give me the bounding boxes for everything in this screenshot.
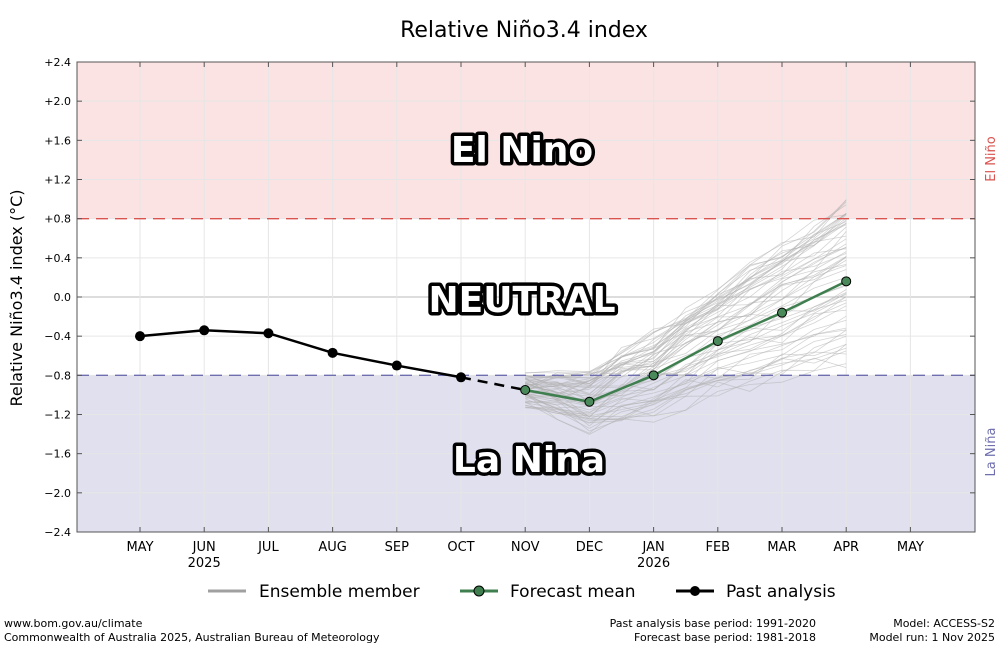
footer-url: www.bom.gov.au/climate: [4, 617, 143, 630]
x-tick-label: MAR: [767, 540, 796, 555]
x-tick-label: MAY: [126, 540, 153, 555]
y-tick-label: +2.0: [44, 95, 71, 108]
past-analysis-point: [391, 360, 402, 371]
ensemble-member-line: [525, 269, 847, 407]
ensemble-member-line: [525, 259, 847, 400]
ensemble-member-line: [525, 344, 847, 424]
x-tick-label: MAY: [897, 540, 924, 555]
ensemble-member-line: [525, 315, 847, 420]
ensemble-member-line: [525, 350, 847, 421]
forecast-mean-point: [520, 385, 531, 396]
y-tick-label: +1.6: [44, 134, 71, 147]
ensemble-member-line: [525, 224, 847, 389]
legend-past-marker: [690, 586, 700, 596]
ensemble-member-line: [525, 329, 847, 427]
footer-model: Model: ACCESS-S2: [893, 617, 995, 630]
ensemble-member-line: [525, 292, 847, 419]
region-label-neutral: NEUTRAL: [428, 280, 615, 321]
x-tick-label: FEB: [705, 540, 730, 555]
footer-right: Model: ACCESS-S2 Model run: 1 Nov 2025: [869, 617, 995, 645]
ensemble-member-line: [525, 200, 847, 387]
grid-lines: [77, 61, 975, 533]
x-year-label: 2025: [188, 556, 221, 571]
x-tick-label: SEP: [385, 540, 409, 555]
x-tick-label: DEC: [576, 540, 603, 555]
ensemble-member-line: [525, 201, 847, 379]
ensemble-member-line: [525, 309, 847, 409]
past-analysis-line: [139, 329, 462, 379]
ensemble-member-line: [525, 305, 847, 417]
ensemble-member-line: [525, 214, 847, 389]
ensemble-member-line: [525, 276, 847, 407]
x-tick-label: JUL: [257, 540, 279, 555]
past-analysis-point: [327, 347, 338, 358]
y-tick-label: +1.2: [44, 174, 71, 187]
x-axis-ticks: MAY JUN JUL AUG SEP OCT NOV DEC JAN FEB MAR APR MAY 2…: [126, 62, 924, 571]
legend-ensemble-label: Ensemble member: [259, 582, 420, 602]
footer-forecast-base: Forecast base period: 1981-2018: [634, 631, 816, 644]
ensemble-member-line: [525, 292, 847, 402]
y-tick-label: +0.8: [44, 213, 71, 226]
x-tick-label: NOV: [511, 540, 540, 555]
legend: Ensemble member Forecast mean Past analy…: [208, 582, 836, 602]
ensemble-member-line: [525, 347, 847, 417]
y-tick-label: +0.4: [44, 252, 71, 265]
x-tick-label: JAN: [641, 540, 664, 555]
x-year-label: 2026: [637, 556, 670, 571]
y-axis-label: Relative Niño3.4 index (°C): [7, 190, 26, 407]
ensemble-member-line: [525, 335, 847, 432]
ensemble-member-line: [525, 285, 847, 397]
forecast-mean-point: [777, 307, 787, 318]
x-tick-label: APR: [833, 540, 859, 555]
forecast-mean-point: [648, 370, 659, 381]
region-label-la-nina: La Nina: [453, 440, 605, 481]
x-tick-label: OCT: [447, 540, 474, 555]
past-analysis-series: [135, 325, 526, 392]
side-label-la-nina: La Niña: [984, 428, 999, 477]
y-tick-label: −2.0: [44, 487, 71, 500]
past-analysis-point: [263, 328, 274, 339]
side-label-el-nino: El Niño: [984, 136, 999, 182]
ensemble-member-line: [525, 247, 847, 386]
legend-past-label: Past analysis: [726, 582, 836, 602]
legend-forecast-marker: [473, 585, 485, 597]
footer-left: www.bom.gov.au/climate Commonwealth of A…: [4, 617, 379, 645]
past-analysis-point: [456, 372, 466, 383]
footer-past-base: Past analysis base period: 1991-2020: [609, 617, 816, 630]
forecast-mean-series: [520, 276, 852, 407]
footer-copyright: Commonwealth of Australia 2025, Australi…: [4, 631, 380, 644]
x-tick-label: AUG: [318, 540, 346, 555]
footer-model-run: Model run: 1 Nov 2025: [869, 631, 995, 644]
y-tick-label: −1.2: [44, 409, 71, 422]
forecast-mean-line: [524, 280, 847, 404]
y-tick-label: −2.4: [44, 526, 71, 539]
y-axis-ticks: +2.4 +2.0 +1.6 +1.2 +0.8 +0.4 0.0 −0.4 −0.8 −1.2 −…: [44, 56, 975, 539]
region-label-el-nino: El Nino: [451, 130, 593, 171]
forecast-mean-point: [841, 276, 852, 287]
legend-forecast-label: Forecast mean: [510, 582, 636, 602]
chart-title: Relative Niño3.4 index: [400, 18, 648, 43]
y-tick-label: −1.6: [44, 448, 71, 461]
footer-middle: Past analysis base period: 1991-2020 For…: [610, 617, 816, 645]
y-tick-label: 0.0: [54, 291, 72, 304]
past-analysis-point: [135, 331, 145, 342]
forecast-mean-point: [584, 396, 595, 407]
x-tick-label: JUN: [192, 540, 216, 555]
y-tick-label: −0.4: [44, 330, 71, 343]
y-tick-label: −0.8: [44, 369, 71, 382]
forecast-mean-point: [712, 336, 723, 347]
past-analysis-point: [199, 325, 210, 336]
ensemble-member-line: [525, 204, 847, 385]
transition-dashed-line: [460, 376, 526, 392]
ensemble-member-line: [525, 334, 847, 420]
y-tick-label: +2.4: [44, 56, 71, 69]
